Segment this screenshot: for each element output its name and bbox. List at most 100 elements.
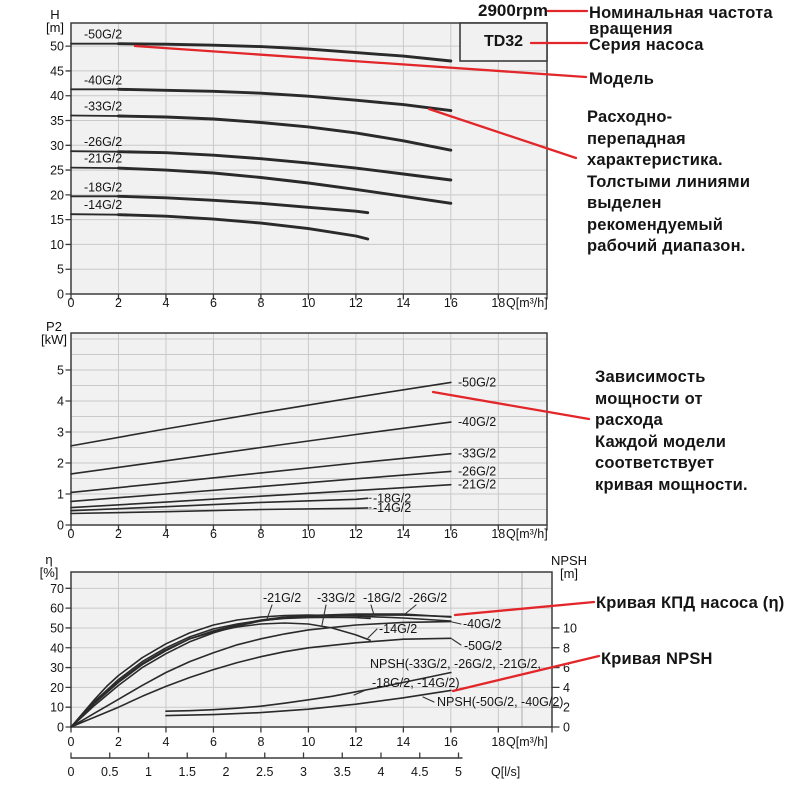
- tick-label: 8: [257, 735, 264, 749]
- tick-label: 2: [223, 765, 230, 779]
- annotation-npsh: Кривая NPSH: [601, 650, 713, 668]
- tick-label: 2: [115, 527, 122, 541]
- curve-label: -33G/2: [84, 100, 122, 114]
- tick-label: 2: [563, 701, 570, 715]
- tick-label: 14: [396, 296, 410, 310]
- curve-label: -33G/2: [458, 447, 496, 461]
- tick-label: 0: [68, 735, 75, 749]
- tick-label: 10: [50, 701, 64, 715]
- annotation-leader-line: [133, 44, 588, 79]
- curve-thick--14G/2: [117, 213, 370, 241]
- tick-label: 12: [349, 296, 363, 310]
- label-leader: [370, 604, 375, 616]
- label-leader: [266, 604, 273, 620]
- tick-label: 50: [50, 40, 64, 54]
- tick-label: 5: [455, 765, 462, 779]
- label-leader: [451, 638, 462, 646]
- curve--33G/2: [70, 452, 452, 494]
- tick-label: 40: [50, 89, 64, 103]
- curve--18G/2: [70, 616, 371, 728]
- label-leader: [404, 604, 417, 615]
- curve-label: -40G/2: [458, 415, 496, 429]
- curve-label: -18G/2: [363, 591, 401, 605]
- tick-label: 0: [68, 527, 75, 541]
- curve-label: -50G/2: [84, 28, 122, 42]
- tick-label: 10: [301, 735, 315, 749]
- curve-label: NPSH(-33G/2, -26G/2, -21G/2,: [370, 657, 541, 671]
- tick-label: 0: [57, 721, 64, 735]
- p2-axis-title: P2 [kW]: [41, 319, 67, 347]
- rpm-value: 2900rpm: [478, 1, 548, 20]
- tick-label: 4: [162, 735, 169, 749]
- tick-label: 0.5: [101, 765, 118, 779]
- curve-label: -40G/2: [463, 617, 501, 631]
- tick-label: 16: [444, 296, 458, 310]
- tick-label: 2: [115, 296, 122, 310]
- tick-label: 0: [563, 721, 570, 735]
- curve-label: -21G/2: [263, 591, 301, 605]
- tick-label: 0: [68, 296, 75, 310]
- tick-label: 4: [378, 765, 385, 779]
- curve-label: -50G/2: [464, 639, 502, 653]
- annotation-pump-series: Серия насоса: [589, 36, 704, 54]
- curve-label: -26G/2: [409, 591, 447, 605]
- curve-label: -21G/2: [458, 478, 496, 492]
- curve--40G/2: [70, 421, 452, 475]
- label-leader: [321, 604, 327, 626]
- annotation-efficiency: Кривая КПД насоса (η): [596, 594, 785, 612]
- tick-label: 30: [50, 139, 64, 153]
- curve-thick--21G/2: [117, 166, 453, 205]
- tick-label: 0: [57, 288, 64, 302]
- curve--14G/2: [70, 622, 371, 728]
- tick-label: 35: [50, 114, 64, 128]
- tick-label: 30: [50, 661, 64, 675]
- plot-area-2: [71, 572, 552, 727]
- tick-label: 18: [491, 296, 505, 310]
- tick-label: 16: [444, 735, 458, 749]
- curve--26G/2: [70, 470, 452, 503]
- x-axis-unit-label: Q[m³/h]: [506, 296, 548, 310]
- label-leader: [451, 621, 462, 625]
- curve-thick--50G/2: [117, 42, 453, 63]
- curve--50G/2: [70, 637, 452, 728]
- tick-label: 18: [491, 735, 505, 749]
- tick-label: 5: [57, 263, 64, 277]
- tick-label: 0: [57, 519, 64, 533]
- curve-label: -40G/2: [84, 73, 122, 87]
- annotation-leader-line: [451, 654, 601, 693]
- plot-area-0: [71, 23, 547, 294]
- tick-label: 45: [50, 64, 64, 78]
- annotation-power-curve: Зависимость мощности от расхода Каждой м…: [595, 368, 748, 494]
- tick-label: 1: [145, 765, 152, 779]
- curve-label: -26G/2: [458, 464, 496, 478]
- curve--33G/2: [70, 614, 452, 728]
- curve-label: -21G/2: [84, 152, 122, 166]
- tick-label: 1.5: [179, 765, 196, 779]
- curve-label: -14G/2: [84, 198, 122, 212]
- curve-thick--33G/2: [117, 114, 453, 152]
- tick-label: 6: [210, 735, 217, 749]
- tick-label: 15: [50, 213, 64, 227]
- tick-label: 8: [257, 296, 264, 310]
- curve-label: -33G/2: [317, 591, 355, 605]
- annotation-rated-speed: Номинальная частота вращения: [589, 4, 773, 38]
- curve-label: -26G/2: [84, 135, 122, 149]
- tick-label: 25: [50, 164, 64, 178]
- tick-label: 70: [50, 582, 64, 596]
- curve-thick--26G/2: [117, 150, 453, 182]
- tick-label: 3: [57, 426, 64, 440]
- tick-label: 14: [396, 527, 410, 541]
- tick-label: 0: [68, 765, 75, 779]
- tick-label: 40: [50, 641, 64, 655]
- x-axis-unit-label: Q[m³/h]: [506, 527, 548, 541]
- curve-NPSH(-50G/2, -40G/2): [165, 689, 452, 717]
- curve-thick--18G/2: [117, 194, 370, 215]
- tick-label: 10: [301, 527, 315, 541]
- annotation-hq-curve: Расходно- перепадная характеристика. Тол…: [587, 108, 751, 255]
- curve--21G/2: [70, 483, 452, 509]
- tick-label: 12: [349, 527, 363, 541]
- tick-label: 3: [300, 765, 307, 779]
- eta-axis-title: η [%]: [39, 552, 59, 580]
